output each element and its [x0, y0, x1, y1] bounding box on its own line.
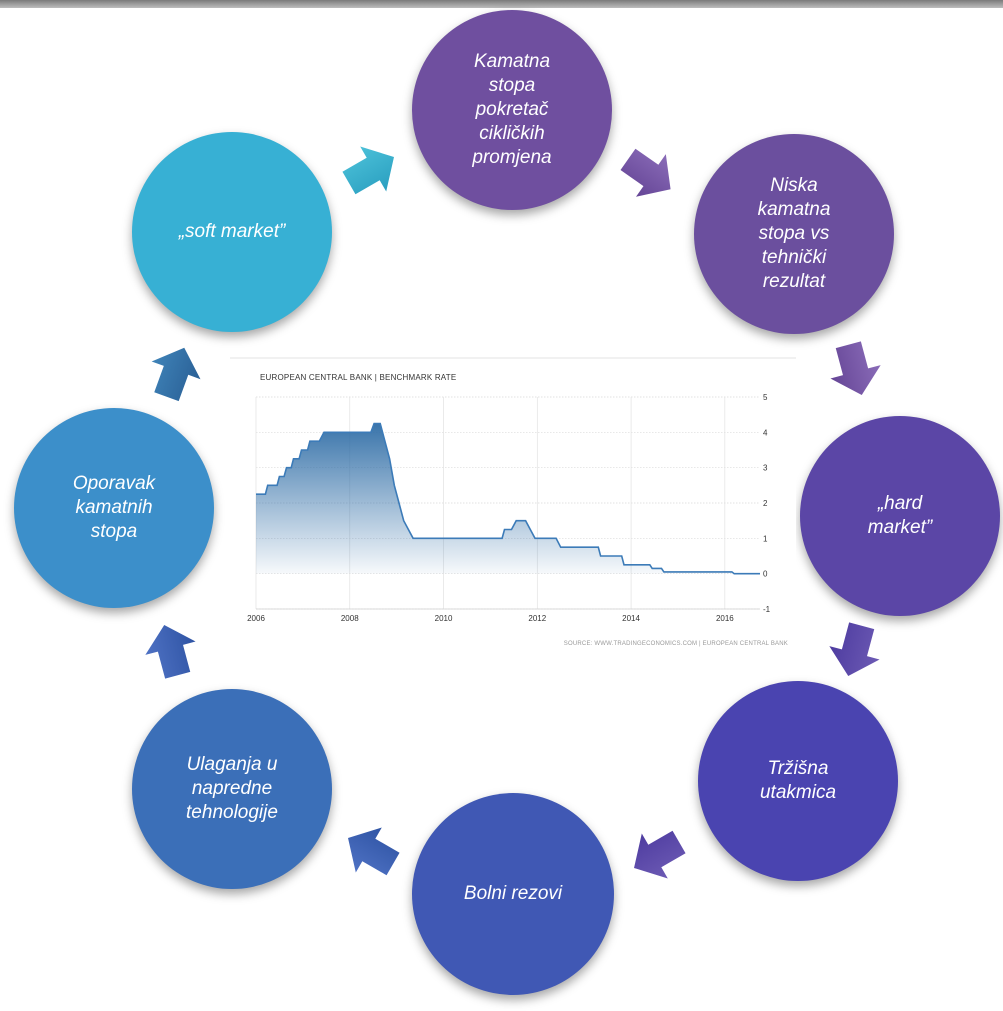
y-tick-label: 3	[763, 464, 768, 473]
y-tick-label: 5	[763, 393, 768, 402]
chart-source: SOURCE: WWW.TRADINGECONOMICS.COM | EUROP…	[563, 641, 788, 647]
node-label: „hard market”	[867, 493, 933, 538]
arrow-soft-to-kamatna	[335, 134, 407, 206]
y-tick-label: 2	[763, 499, 768, 508]
node-label: „soft market”	[178, 221, 286, 242]
node-kamatna-stopa: Kamatna stopa pokretač cikličkih promjen…	[412, 10, 612, 210]
chart-title: EUROPEAN CENTRAL BANK | BENCHMARK RATE	[260, 373, 457, 382]
node-soft-market: „soft market”	[132, 132, 332, 332]
y-tick-label: 4	[763, 428, 768, 437]
arrow-hard-to-trzisna	[823, 619, 887, 683]
node-niska-kamatna-stopa: Niska kamatna stopa vs tehnički rezultat	[694, 134, 894, 334]
benchmark-rate-chart: 5 4 3 2 1 0 -1 2006 2008 2010 2012 2014 2016 EUROPEA…	[230, 352, 796, 662]
x-tick-label: 2012	[528, 614, 546, 623]
chart-canvas: 5 4 3 2 1 0 -1 2006 2008 2010 2012 2014 2016	[230, 357, 796, 623]
arrow-niska-to-hard	[823, 338, 887, 402]
x-tick-label: 2014	[622, 614, 640, 623]
series-area	[256, 423, 760, 574]
node-bolni-rezovi: Bolni rezovi	[412, 793, 614, 995]
node-label: Bolni rezovi	[463, 883, 563, 904]
x-tick-label: 2008	[341, 614, 359, 623]
arrow-kamatna-to-niska	[613, 138, 686, 211]
x-tick-label: 2016	[716, 614, 734, 623]
arrow-ulaganja-to-oporavak	[139, 618, 203, 682]
y-tick-label: 0	[763, 570, 768, 579]
y-tick-label: -1	[763, 605, 771, 614]
top-border	[0, 0, 1003, 8]
x-tick-label: 2010	[435, 614, 453, 623]
node-trzisna-utakmica: Tržišna utakmica	[698, 681, 898, 881]
node-label: Tržišna utakmica	[759, 758, 837, 803]
node-label: Niska kamatna stopa vs tehnički rezultat	[757, 175, 831, 292]
y-tick-label: 1	[763, 534, 768, 543]
node-label: Kamatna stopa pokretač cikličkih promjen…	[472, 51, 552, 168]
node-label: Ulaganja u napredne tehnologije	[186, 754, 278, 823]
node-hard-market: „hard market”	[800, 416, 1000, 616]
x-tick-label: 2006	[247, 614, 265, 623]
arrow-oporavak-to-soft	[142, 338, 209, 406]
series-line	[256, 422, 760, 575]
arrow-trzisna-to-bolni	[621, 819, 693, 891]
node-ulaganja: Ulaganja u napredne tehnologije	[132, 689, 332, 889]
node-label: Oporavak kamatnih stopa	[72, 473, 156, 542]
node-oporavak: Oporavak kamatnih stopa	[14, 408, 214, 608]
arrow-bolni-to-ulaganja	[335, 815, 407, 887]
